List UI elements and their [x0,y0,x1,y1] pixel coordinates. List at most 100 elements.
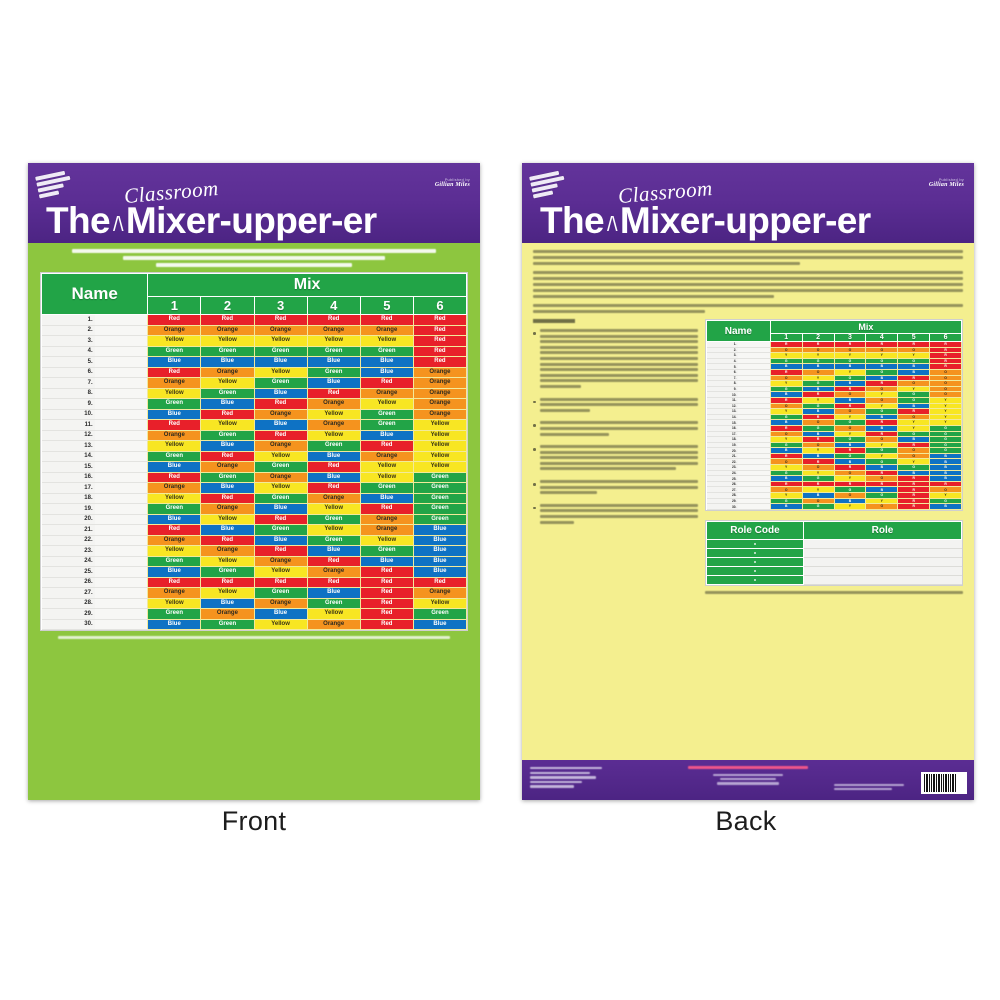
name-input-line[interactable] [94,472,148,483]
name-input-line[interactable] [738,397,771,404]
role-code-cell[interactable] [706,547,804,558]
row-number: 5. [706,363,739,370]
name-input-line[interactable] [94,619,148,630]
name-input-line[interactable] [738,403,771,410]
name-input-line[interactable] [738,408,771,415]
mix-cell: Green [412,513,468,525]
name-input-line[interactable] [738,375,771,382]
name-input-line[interactable] [738,481,771,488]
role-code-cell[interactable] [706,556,804,567]
role-code-cell[interactable] [706,538,804,549]
mix-cell: Red [200,492,255,504]
header-name: Name [40,273,149,315]
name-input-line[interactable] [738,419,771,426]
name-input-line[interactable] [738,352,771,359]
mix-cell: Yellow [359,398,414,410]
name-input-line[interactable] [94,335,148,347]
back-paragraph-2 [533,271,963,298]
name-input-line[interactable] [94,356,148,368]
mix-cell: Red [359,597,414,609]
name-input-line[interactable] [94,377,148,389]
mix-cell: Orange [253,324,308,336]
table-row: 13. Yellow Blue Orange Green Red Yellow [41,440,468,452]
name-input-line[interactable] [738,347,771,354]
role-input-line[interactable] [803,557,962,567]
name-input-line[interactable] [94,419,148,431]
row-number: 30. [41,619,95,630]
name-input-line[interactable] [738,475,771,482]
row-number: 18. [706,436,739,443]
name-input-line[interactable] [94,608,148,620]
name-input-line[interactable] [738,369,771,376]
role-input-line[interactable] [803,575,962,585]
name-input-line[interactable] [94,587,148,599]
name-input-line[interactable] [94,367,148,378]
name-input-line[interactable] [738,453,771,460]
name-input-line[interactable] [94,440,148,452]
table-row: 22. O R B G Y B [706,458,962,466]
role-code-cell[interactable] [706,565,804,576]
name-input-line[interactable] [94,409,148,420]
name-input-line[interactable] [94,482,148,494]
name-input-line[interactable] [94,314,148,326]
name-input-line[interactable] [738,503,771,510]
name-input-line[interactable] [94,598,148,609]
mix-cell: Red [412,356,468,368]
row-number: 24. [706,470,739,477]
name-input-line[interactable] [94,545,148,557]
mix-cell: Red [200,534,255,546]
mix-cell: Red [306,314,361,326]
role-code-cell[interactable] [706,574,804,585]
mix-cell: Red [412,335,468,347]
mix-cell: R [897,503,931,510]
name-input-line[interactable] [738,341,771,348]
name-input-line[interactable] [738,425,771,432]
name-input-line[interactable] [738,380,771,387]
mix-cell: Red [200,314,255,326]
name-input-line[interactable] [738,458,771,466]
name-input-line[interactable] [94,577,148,588]
name-input-line[interactable] [738,358,771,365]
name-input-line[interactable] [94,451,148,462]
name-input-line[interactable] [94,388,148,399]
role-input-line[interactable] [803,566,962,576]
name-input-line[interactable] [738,470,771,477]
name-input-line[interactable] [94,535,148,546]
mix-cell: Yellow [200,419,255,431]
name-input-line[interactable] [738,498,771,505]
mix-cell: Yellow [200,335,255,347]
front-header-band: Published by Gillian Miles Classroom The… [28,163,480,243]
back-paragraph-3 [533,304,963,313]
name-input-line[interactable] [738,447,771,454]
mix-cell: Green [147,398,202,410]
name-input-line[interactable] [738,464,771,471]
name-input-line[interactable] [94,556,148,567]
name-input-line[interactable] [94,346,148,357]
name-input-line[interactable] [94,461,148,473]
name-input-line[interactable] [738,431,771,438]
name-input-line[interactable] [94,325,148,336]
mix-cell: Y [929,492,962,499]
name-input-line[interactable] [94,503,148,515]
row-number: 23. [706,464,739,471]
name-input-line[interactable] [738,363,771,370]
name-input-line[interactable] [94,398,148,410]
name-input-line[interactable] [738,442,771,449]
mix-cell: Orange [306,398,361,410]
mix-cell: Red [200,450,255,462]
name-input-line[interactable] [738,414,771,421]
name-input-line[interactable] [738,492,771,499]
name-input-line[interactable] [94,524,148,536]
name-input-line[interactable] [738,486,771,493]
role-input-line[interactable] [803,539,962,549]
table-row: 7. Orange Yellow Green Blue Red Orange [41,377,468,389]
name-input-line[interactable] [94,566,148,578]
name-input-line[interactable] [94,430,148,441]
name-input-line[interactable] [94,493,148,504]
name-input-line[interactable] [738,386,771,393]
mix-cell: Orange [253,471,308,483]
name-input-line[interactable] [738,391,771,398]
name-input-line[interactable] [738,436,771,443]
name-input-line[interactable] [94,514,148,525]
role-input-line[interactable] [803,548,962,558]
